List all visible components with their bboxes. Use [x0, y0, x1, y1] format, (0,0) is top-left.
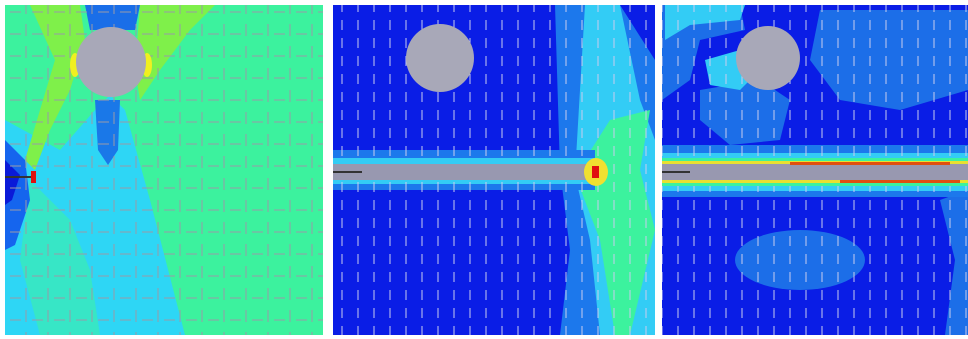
hotspot	[790, 162, 950, 165]
panel-1	[5, 5, 323, 335]
panel-2	[333, 5, 655, 335]
inclusion	[736, 26, 800, 90]
crack-tip	[592, 166, 599, 178]
crack-band	[333, 164, 595, 180]
inclusion	[76, 27, 146, 97]
crack-band	[662, 164, 968, 180]
crack-tip	[31, 171, 36, 183]
inclusion	[406, 24, 474, 92]
texture	[5, 5, 323, 335]
panel-3	[662, 5, 968, 335]
hotspot	[840, 180, 960, 183]
figure	[0, 0, 968, 339]
page: (() => { const data = JSON.parse(documen…	[0, 0, 968, 339]
